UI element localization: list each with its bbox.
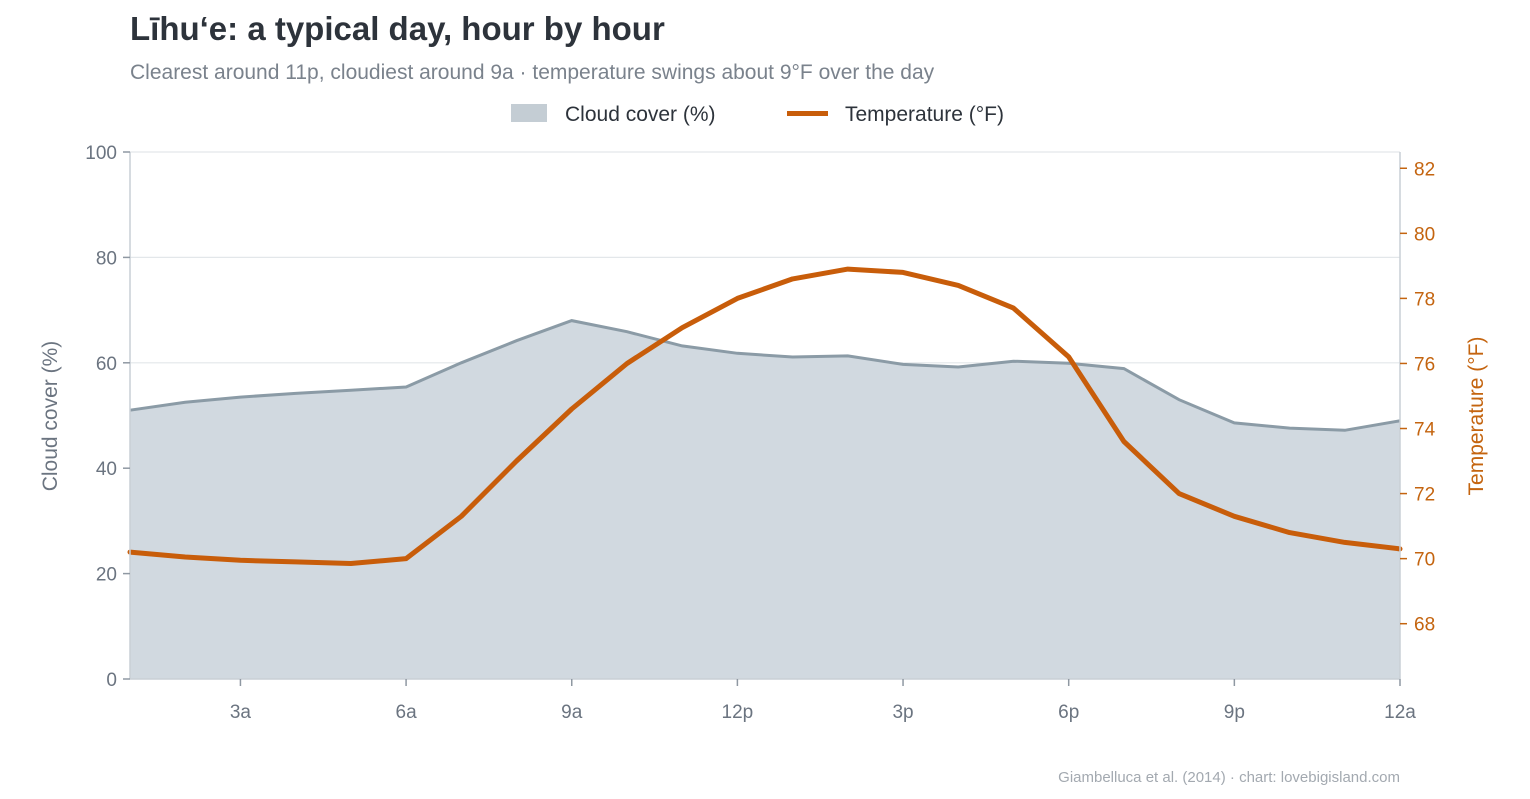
x-tick-label: 6p bbox=[1058, 702, 1079, 723]
x-tick-label: 12p bbox=[722, 702, 754, 723]
cloud-cover-line bbox=[129, 319, 1401, 432]
left-axis-label: Cloud cover (%) bbox=[39, 341, 62, 492]
legend-label-cloud: Cloud cover (%) bbox=[565, 103, 716, 126]
chart-title: Līhuʻe: a typical day, hour by hour bbox=[130, 10, 665, 47]
temperature-line bbox=[127, 266, 1403, 566]
axes bbox=[129, 152, 1401, 680]
right-axis-label: Temperature (°F) bbox=[1465, 337, 1488, 496]
left-axis-ticks: 0 20 40 60 80 100 bbox=[85, 143, 130, 691]
right-tick-label: 80 bbox=[1414, 224, 1435, 245]
x-tick-label: 9p bbox=[1224, 702, 1245, 723]
right-tick-label: 70 bbox=[1414, 550, 1435, 571]
legend: Cloud cover (%) Temperature (°F) bbox=[511, 103, 1004, 126]
left-tick-label: 80 bbox=[96, 248, 117, 269]
right-tick-label: 68 bbox=[1414, 615, 1435, 636]
source-credit: Giambelluca et al. (2014) · chart: loveb… bbox=[1058, 769, 1400, 786]
x-tick-label: 3p bbox=[892, 702, 913, 723]
left-tick-label: 0 bbox=[106, 670, 117, 691]
legend-swatch-temperature bbox=[787, 111, 828, 116]
legend-swatch-cloud bbox=[511, 104, 547, 122]
right-tick-label: 72 bbox=[1414, 485, 1435, 506]
right-axis-ticks: 68 70 72 74 76 78 80 82 bbox=[1400, 159, 1436, 636]
chart-subtitle: Clearest around 11p, cloudiest around 9a… bbox=[130, 61, 935, 84]
right-tick-label: 74 bbox=[1414, 420, 1436, 441]
x-tick-label: 9a bbox=[561, 702, 583, 723]
left-tick-label: 40 bbox=[96, 459, 117, 480]
left-tick-label: 100 bbox=[85, 143, 117, 164]
left-tick-label: 60 bbox=[96, 354, 117, 375]
right-tick-label: 76 bbox=[1414, 354, 1435, 375]
left-tick-label: 20 bbox=[96, 565, 117, 586]
cloud-cover-area bbox=[130, 320, 1400, 679]
x-tick-label: 3a bbox=[230, 702, 252, 723]
x-axis-ticks: 3a 6a 9a 12p 3p 6p 9p 12a bbox=[230, 679, 1416, 723]
legend-label-temperature: Temperature (°F) bbox=[845, 103, 1004, 126]
x-tick-label: 6a bbox=[396, 702, 418, 723]
right-tick-label: 82 bbox=[1414, 159, 1435, 180]
x-tick-label: 12a bbox=[1384, 702, 1416, 723]
right-tick-label: 78 bbox=[1414, 289, 1435, 310]
